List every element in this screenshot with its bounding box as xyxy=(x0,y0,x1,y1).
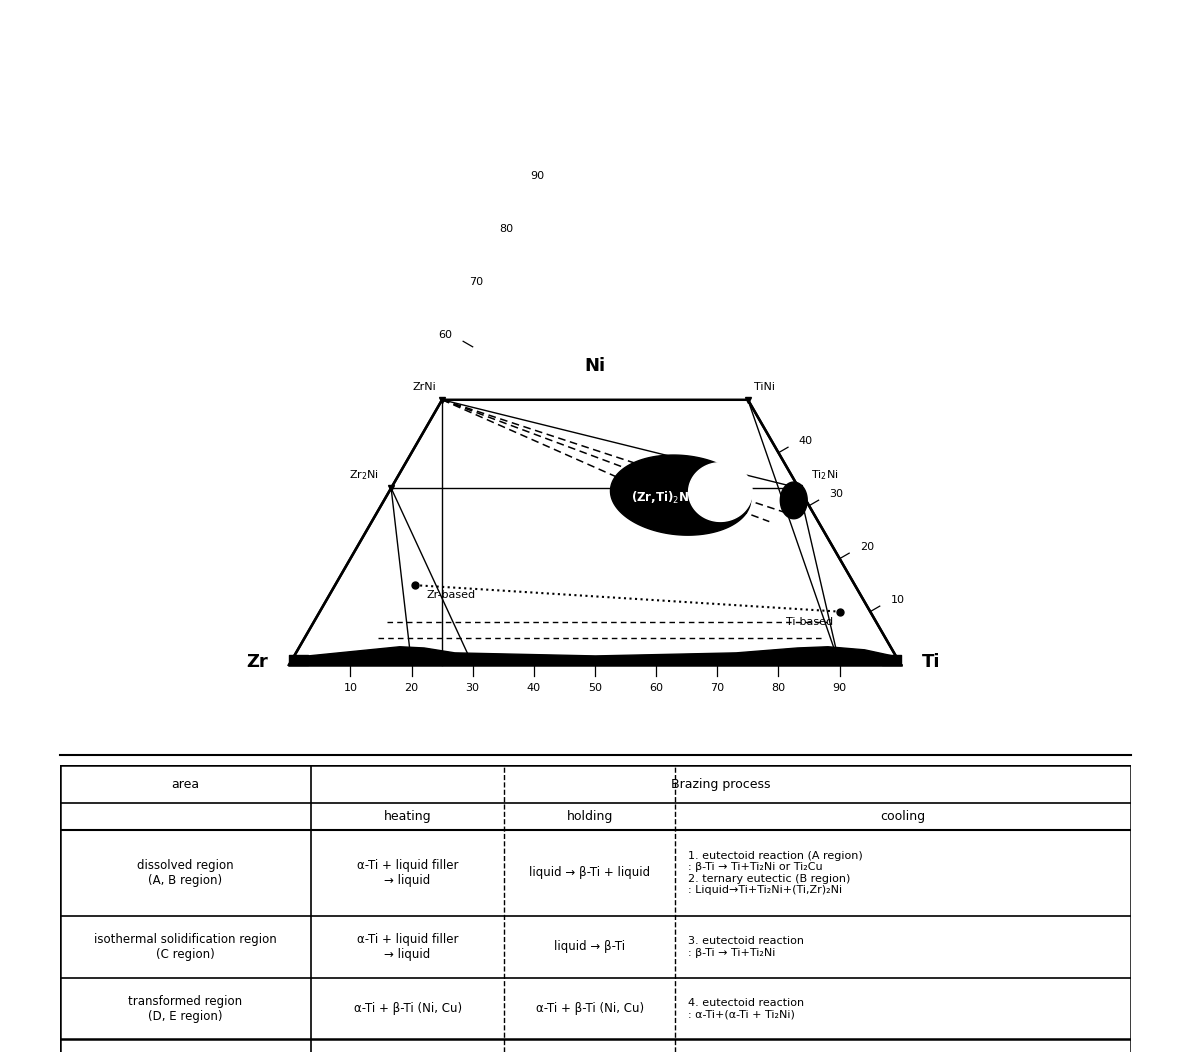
Text: 40: 40 xyxy=(527,682,541,693)
Text: isothermal solidification region
(C region): isothermal solidification region (C regi… xyxy=(94,933,277,961)
Text: 80: 80 xyxy=(500,224,514,234)
Text: 60: 60 xyxy=(439,331,452,340)
Text: 30: 30 xyxy=(829,489,844,500)
Text: (Zr,Ti)$_2$Ni: (Zr,Ti)$_2$Ni xyxy=(631,490,694,506)
Text: Brazing process: Brazing process xyxy=(671,777,771,791)
Text: TiNi: TiNi xyxy=(754,383,775,392)
Text: transformed region
(D, E region): transformed region (D, E region) xyxy=(129,995,243,1023)
Text: 70: 70 xyxy=(710,682,725,693)
Text: Ni: Ni xyxy=(584,357,606,375)
Text: heating: heating xyxy=(383,810,432,823)
Text: 10: 10 xyxy=(890,595,904,605)
Text: 3. eutectoid reaction
: β-Ti → Ti+Ti₂Ni: 3. eutectoid reaction : β-Ti → Ti+Ti₂Ni xyxy=(688,937,804,958)
Text: 30: 30 xyxy=(465,682,480,693)
Text: 50: 50 xyxy=(588,682,602,693)
Text: area: area xyxy=(171,777,200,791)
Text: 10: 10 xyxy=(344,682,357,693)
Text: 70: 70 xyxy=(469,277,483,287)
Text: Zr$_2$Ni: Zr$_2$Ni xyxy=(349,468,378,482)
Text: liquid → β-Ti: liquid → β-Ti xyxy=(555,941,625,954)
Text: Ti$_2$Ni: Ti$_2$Ni xyxy=(812,468,839,482)
Text: 90: 90 xyxy=(833,682,847,693)
Text: Ti-based: Ti-based xyxy=(787,617,833,626)
Text: liquid → β-Ti + liquid: liquid → β-Ti + liquid xyxy=(530,866,650,879)
Text: 1. eutectoid reaction (A region)
: β-Ti → Ti+Ti₂Ni or Ti₂Cu
2. ternary eutectic : 1. eutectoid reaction (A region) : β-Ti … xyxy=(688,850,863,895)
Text: 80: 80 xyxy=(771,682,785,693)
Text: α-Ti + liquid filler
→ liquid: α-Ti + liquid filler → liquid xyxy=(357,933,458,961)
Text: 4. eutectoid reaction
: α-Ti+(α-Ti + Ti₂Ni): 4. eutectoid reaction : α-Ti+(α-Ti + Ti₂… xyxy=(688,998,804,1019)
Text: Zr: Zr xyxy=(246,653,268,671)
Text: 90: 90 xyxy=(531,171,544,182)
Text: ZrNi: ZrNi xyxy=(412,383,436,392)
Text: Zr-based: Zr-based xyxy=(427,590,476,600)
Polygon shape xyxy=(610,455,751,535)
Text: Ti: Ti xyxy=(922,653,941,671)
Text: cooling: cooling xyxy=(881,810,926,823)
Text: α-Ti + liquid filler
→ liquid: α-Ti + liquid filler → liquid xyxy=(357,859,458,887)
Text: α-Ti + β-Ti (Ni, Cu): α-Ti + β-Ti (Ni, Cu) xyxy=(536,1002,644,1015)
Polygon shape xyxy=(689,462,752,522)
Text: 20: 20 xyxy=(859,542,873,552)
Text: holding: holding xyxy=(566,810,613,823)
Text: dissolved region
(A, B region): dissolved region (A, B region) xyxy=(137,859,233,887)
Text: 40: 40 xyxy=(798,436,813,446)
Text: 60: 60 xyxy=(650,682,663,693)
Polygon shape xyxy=(781,482,807,519)
Text: 20: 20 xyxy=(405,682,419,693)
Text: α-Ti + β-Ti (Ni, Cu): α-Ti + β-Ti (Ni, Cu) xyxy=(353,1002,462,1015)
